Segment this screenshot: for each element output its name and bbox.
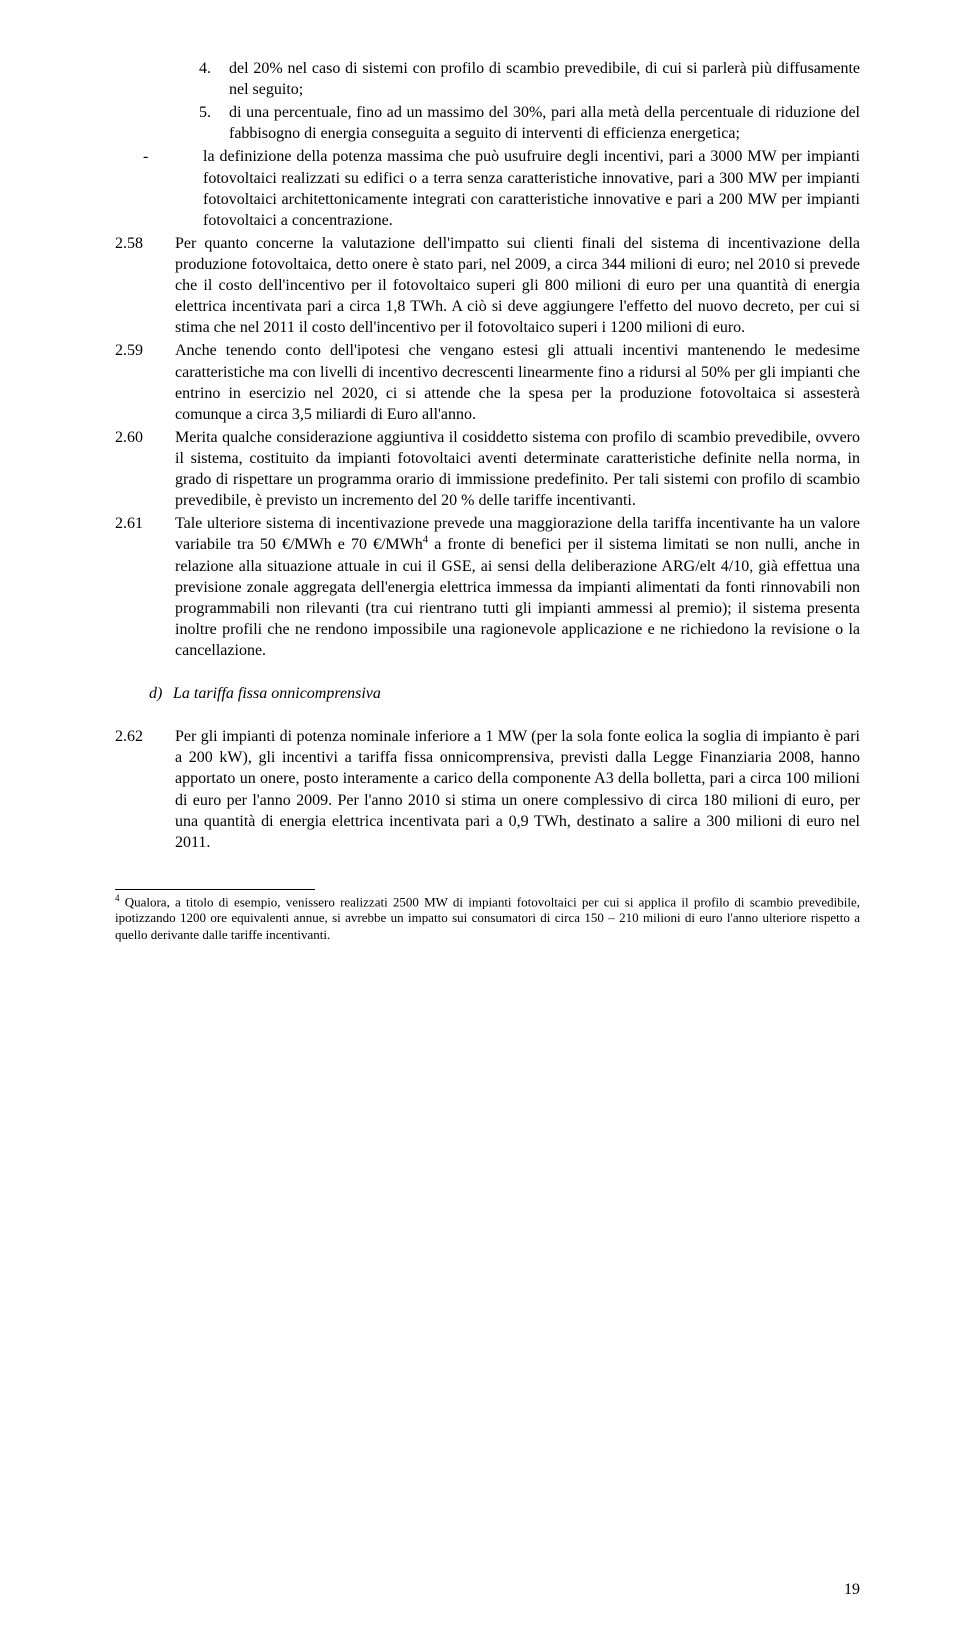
section-heading-d: d) La tariffa fissa onnicomprensiva <box>149 683 860 704</box>
list-item-4: 4. del 20% nel caso di sistemi con profi… <box>175 58 860 100</box>
list-text: del 20% nel caso di sistemi con profilo … <box>229 58 860 100</box>
para-number: 2.60 <box>115 427 175 511</box>
footnote-text: Qualora, a titolo di esempio, venissero … <box>115 894 860 942</box>
para-text: Tale ulteriore sistema di incentivazione… <box>175 513 860 661</box>
para-text-post: a fronte di benefici per il sistema limi… <box>175 536 860 659</box>
paragraph-2-60: 2.60 Merita qualche considerazione aggiu… <box>115 427 860 511</box>
para-number: 2.58 <box>115 233 175 339</box>
list-item-dash: - la definizione della potenza massima c… <box>115 146 860 230</box>
paragraph-2-62: 2.62 Per gli impianti di potenza nominal… <box>115 726 860 853</box>
para-text: Per quanto concerne la valutazione dell'… <box>175 233 860 339</box>
para-text: Per gli impianti di potenza nominale inf… <box>175 726 860 853</box>
list-item-5: 5. di una percentuale, fino ad un massim… <box>175 102 860 144</box>
paragraph-2-61: 2.61 Tale ulteriore sistema di incentiva… <box>115 513 860 661</box>
heading-marker: d) <box>149 683 173 704</box>
para-text: Merita qualche considerazione aggiuntiva… <box>175 427 860 511</box>
list-text: di una percentuale, fino ad un massimo d… <box>229 102 860 144</box>
footnote-4: 4 Qualora, a titolo di esempio, venisser… <box>115 893 860 943</box>
page-number: 19 <box>844 1581 860 1599</box>
list-marker: 5. <box>175 102 229 144</box>
para-text: Anche tenendo conto dell'ipotesi che ven… <box>175 340 860 424</box>
list-marker: - <box>115 146 203 230</box>
para-number: 2.59 <box>115 340 175 424</box>
para-number: 2.61 <box>115 513 175 661</box>
list-text: la definizione della potenza massima che… <box>203 146 860 230</box>
list-marker: 4. <box>175 58 229 100</box>
heading-text: La tariffa fissa onnicomprensiva <box>173 683 381 704</box>
paragraph-2-58: 2.58 Per quanto concerne la valutazione … <box>115 233 860 339</box>
footnote-separator <box>115 889 315 890</box>
para-number: 2.62 <box>115 726 175 853</box>
document-page: 4. del 20% nel caso di sistemi con profi… <box>0 0 960 1633</box>
paragraph-2-59: 2.59 Anche tenendo conto dell'ipotesi ch… <box>115 340 860 424</box>
